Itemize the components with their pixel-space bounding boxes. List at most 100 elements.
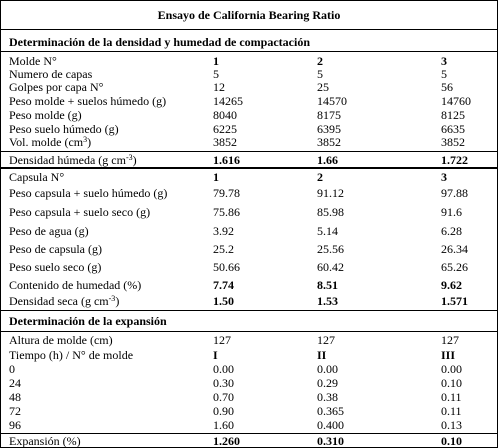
- cell-value: 0.70: [213, 390, 234, 404]
- row-label: Peso capsula + suelo seco (g): [9, 205, 151, 219]
- cell-value: 0.400: [317, 418, 344, 432]
- cell-value: 0.00: [213, 362, 234, 376]
- cell-value: 75.86: [213, 205, 240, 219]
- label-text: Densidad seca (g cm: [9, 294, 109, 308]
- cell-value: 9.62: [441, 278, 462, 292]
- cell-value: 0.365: [317, 404, 344, 418]
- label-text: Densidad húmeda (g cm: [9, 153, 126, 167]
- cell-value: 1.50: [213, 294, 234, 308]
- cell-value: 6395: [317, 122, 341, 136]
- rule: [1, 167, 497, 169]
- cell-value: 79.78: [213, 186, 240, 200]
- cell-value: 8.51: [317, 278, 338, 292]
- section-heading: Determinación de la expansión: [9, 314, 167, 328]
- cell-value: 3.92: [213, 224, 234, 238]
- cell-value: 0.13: [441, 418, 462, 432]
- cell-value: 0.90: [213, 404, 234, 418]
- row-label: Molde N°: [9, 54, 57, 68]
- cell-value: 25.2: [213, 242, 234, 256]
- row-label: Peso molde + suelos húmedo (g): [9, 94, 167, 108]
- cell-value: 0.310: [317, 434, 344, 448]
- cell-value: 6225: [213, 122, 237, 136]
- cell-value: 1.722: [441, 153, 468, 167]
- cell-value: 0.11: [441, 404, 462, 418]
- cell-value: III: [441, 348, 456, 362]
- section-heading: Determinación de la densidad y humedad d…: [9, 35, 311, 49]
- cell-value: 1.616: [213, 153, 240, 167]
- row-label: 48: [9, 390, 21, 404]
- cell-value: 5: [213, 67, 219, 81]
- cell-value: 8125: [441, 108, 465, 122]
- cell-value: 5: [317, 67, 323, 81]
- cell-value: 12: [213, 80, 225, 94]
- cell-value: 2: [317, 170, 323, 184]
- row-label: Densidad húmeda (g cm-3): [9, 153, 137, 167]
- cell-value: 14265: [213, 94, 243, 108]
- cell-value: 0.00: [441, 362, 462, 376]
- cell-value: 3852: [213, 135, 237, 149]
- cell-value: 6.28: [441, 224, 462, 238]
- cell-value: 0.10: [441, 376, 462, 390]
- label-text: Vol. molde (cm: [9, 135, 84, 149]
- label-superscript: -3: [125, 153, 133, 162]
- cell-value: 60.42: [317, 260, 344, 274]
- label-tail: ): [87, 135, 92, 149]
- cell-value: 56: [441, 80, 453, 94]
- row-label: Contenido de humedad (%): [9, 278, 142, 292]
- row-label: 0: [9, 362, 15, 376]
- cell-value: 2: [317, 54, 323, 68]
- rule: [1, 51, 497, 52]
- row-label: 72: [9, 404, 21, 418]
- row-label: Peso suelo húmedo (g): [9, 122, 119, 136]
- cell-value: 26.34: [441, 242, 468, 256]
- cell-value: 127: [317, 333, 335, 347]
- row-label: Expansión (%): [9, 434, 81, 448]
- row-label: Peso molde (g): [9, 108, 82, 122]
- cell-value: 25: [317, 80, 329, 94]
- cell-value: 1: [213, 170, 219, 184]
- cell-value: 3: [441, 54, 447, 68]
- cell-value: 1.260: [213, 434, 240, 448]
- cell-value: 127: [213, 333, 231, 347]
- row-label: Densidad seca (g cm-3): [9, 294, 119, 308]
- cell-value: 85.98: [317, 205, 344, 219]
- label-tail: ): [132, 153, 137, 167]
- cell-value: 1.53: [317, 294, 338, 308]
- cell-value: 0.38: [317, 390, 338, 404]
- cell-value: 8175: [317, 108, 341, 122]
- cell-value: 0.29: [317, 376, 338, 390]
- row-label: Capsula N°: [9, 170, 65, 184]
- label-superscript: 3: [83, 135, 88, 144]
- cell-value: 25.56: [317, 242, 344, 256]
- row-label: Peso de capsula (g): [9, 242, 102, 256]
- row-label: Numero de capas: [9, 67, 93, 81]
- cell-value: II: [317, 348, 327, 362]
- label-superscript: -3: [108, 294, 116, 303]
- cell-value: 91.6: [441, 205, 462, 219]
- cell-value: 91.12: [317, 186, 344, 200]
- cell-value: 6635: [441, 122, 465, 136]
- cell-value: 127: [441, 333, 459, 347]
- cell-value: I: [213, 348, 218, 362]
- row-label: Peso suelo seco (g): [9, 260, 102, 274]
- rule: [1, 331, 497, 332]
- cell-value: 14760: [441, 94, 471, 108]
- cell-value: 7.74: [213, 278, 234, 292]
- cell-value: 0.11: [441, 390, 462, 404]
- cell-value: 8040: [213, 108, 237, 122]
- cell-value: 1.66: [317, 153, 338, 167]
- cell-value: 0.30: [213, 376, 234, 390]
- row-label: 96: [9, 418, 21, 432]
- cell-value: 97.88: [441, 186, 468, 200]
- cell-value: 14570: [317, 94, 347, 108]
- title: Ensayo de California Bearing Ratio: [157, 8, 341, 22]
- cell-value: 5.14: [317, 224, 338, 238]
- cell-value: 1.571: [441, 294, 468, 308]
- rule: [1, 433, 497, 434]
- rule: [1, 151, 497, 152]
- cell-value: 5: [441, 67, 447, 81]
- rule: [1, 310, 497, 311]
- cell-value: 1: [213, 54, 219, 68]
- row-label: Peso capsula + suelo húmedo (g): [9, 186, 168, 200]
- cell-value: 0.00: [317, 362, 338, 376]
